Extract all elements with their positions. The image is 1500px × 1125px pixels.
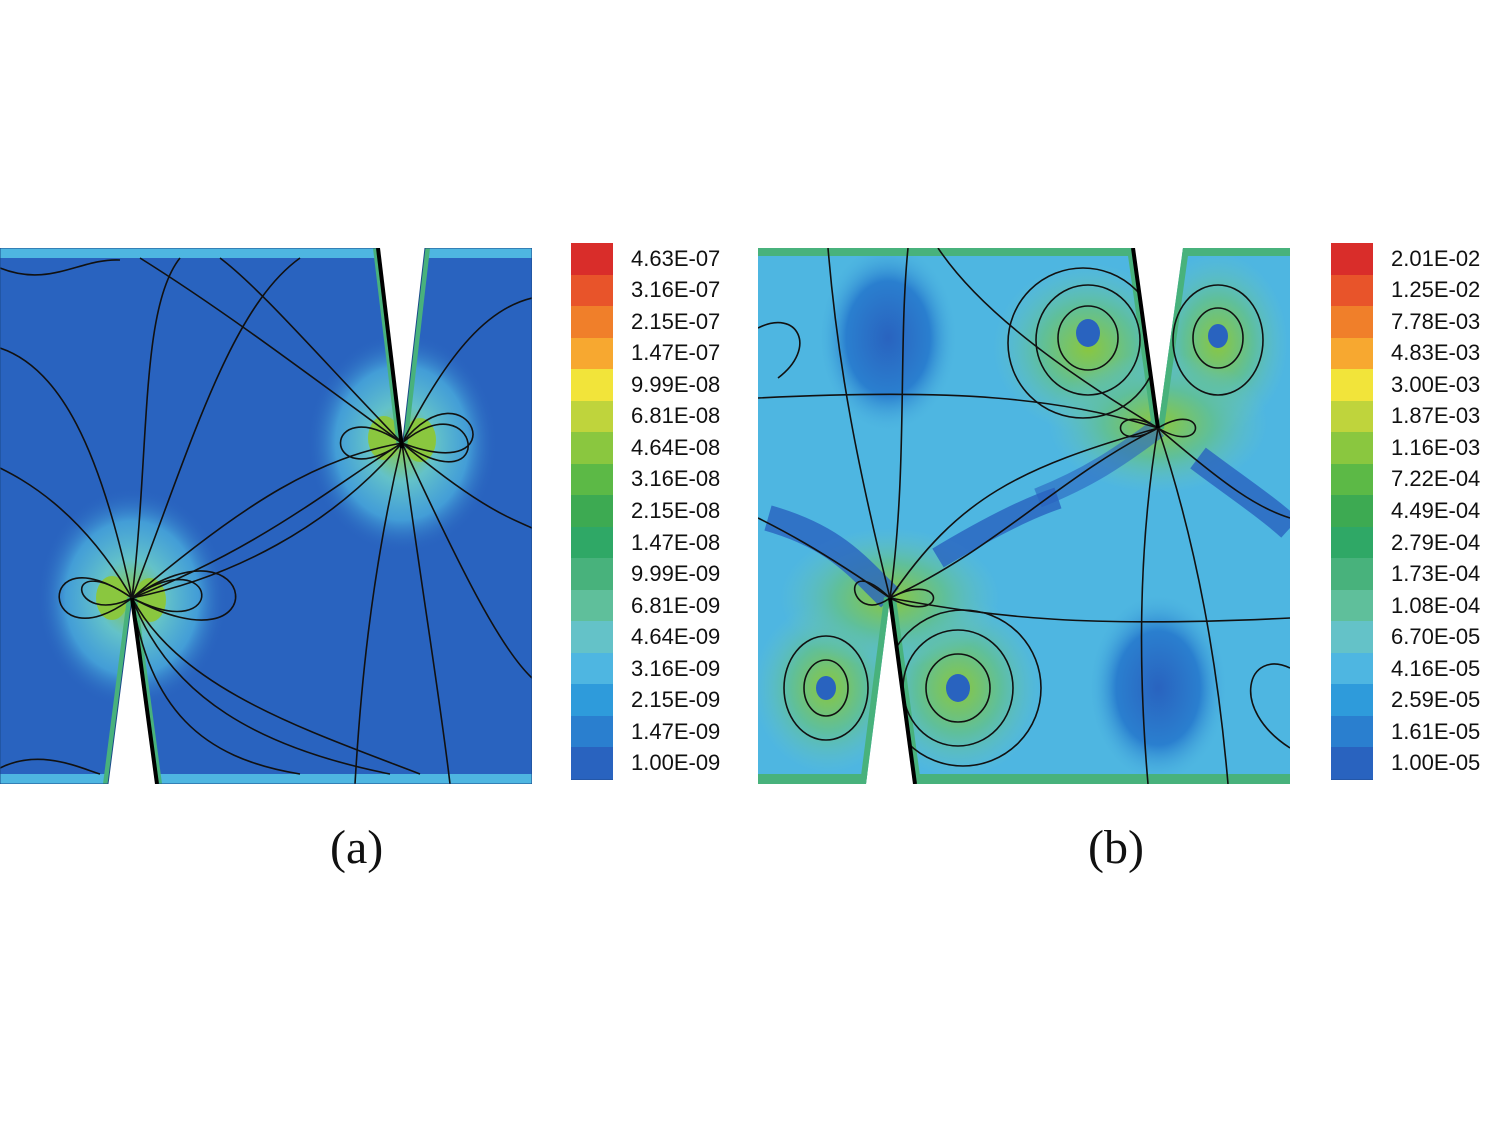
colorbar-tick-label: 6.81E-08 <box>631 403 721 429</box>
colorbar-tick-label: 1.00E-05 <box>1391 750 1481 776</box>
colorbar-a: 4.63E-07 3.16E-07 2.15E-07 1.47E-07 9.99E-08… <box>571 243 751 780</box>
colorbar-tick-label: 1.73E-04 <box>1391 561 1481 587</box>
colorbar-tick-label: 2.15E-08 <box>631 498 721 523</box>
colorbar-swatch <box>571 337 613 371</box>
colorbar-tick-label: 7.78E-03 <box>1391 308 1481 334</box>
colorbar-tick-label: 2.15E-09 <box>631 687 721 713</box>
colorbar-swatch <box>571 243 613 276</box>
colorbar-swatch <box>1331 369 1373 402</box>
colorbar-swatch <box>571 526 613 560</box>
colorbar-tick-label: 4.49E-04 <box>1391 498 1481 523</box>
colorbar-swatch <box>1331 558 1373 591</box>
colorbar-swatch <box>571 274 613 308</box>
colorbar-tick-label: 4.83E-03 <box>1391 340 1481 366</box>
colorbar-tick-label: 3.16E-08 <box>631 466 721 492</box>
colorbar-swatch <box>571 306 613 339</box>
colorbar-swatch <box>1331 463 1373 497</box>
colorbar-swatch <box>571 652 613 686</box>
colorbar-swatch <box>571 432 613 465</box>
colorbar-swatch <box>571 715 613 749</box>
contour-plot-b-svg <box>758 248 1290 784</box>
colorbar-swatch <box>571 400 613 434</box>
colorbar-swatch <box>1331 589 1373 623</box>
colorbar-swatch <box>1331 432 1373 465</box>
colorbar-tick-label: 2.79E-04 <box>1391 529 1481 555</box>
colorbar-tick-label: 6.70E-05 <box>1391 624 1481 650</box>
colorbar-swatch <box>1331 684 1373 717</box>
colorbar-swatch <box>1331 243 1373 276</box>
colorbar-tick-label: 1.08E-04 <box>1391 592 1481 618</box>
colorbar-tick-label: 1.47E-07 <box>631 340 721 366</box>
colorbar-swatch <box>1331 306 1373 339</box>
colorbar-tick-label: 2.01E-02 <box>1391 245 1481 271</box>
colorbar-tick-label: 1.47E-09 <box>631 718 721 744</box>
colorbar-swatch <box>1331 652 1373 686</box>
colorbar-swatch <box>571 463 613 497</box>
colorbar-swatch <box>1331 715 1373 749</box>
contour-plot-b <box>758 248 1290 784</box>
colorbar-tick-label: 4.63E-07 <box>631 245 721 271</box>
colorbar-swatch <box>571 495 613 528</box>
colorbar-swatch <box>571 621 613 654</box>
colorbar-tick-label: 1.61E-05 <box>1391 718 1481 744</box>
colorbar-b-swatches <box>1331 243 1373 780</box>
colorbar-swatch <box>1331 621 1373 654</box>
panel-label-b: (b) <box>1088 821 1144 874</box>
colorbar-tick-label: 2.15E-07 <box>631 308 721 334</box>
colorbar-tick-label: 3.00E-03 <box>1391 371 1481 397</box>
contour-plot-a-svg <box>0 248 532 784</box>
colorbar-tick-label: 4.64E-08 <box>631 434 721 460</box>
colorbar-tick-label: 3.16E-09 <box>631 655 721 681</box>
colorbar-tick-label: 6.81E-09 <box>631 592 721 618</box>
colorbar-tick-label: 4.16E-05 <box>1391 655 1481 681</box>
colorbar-tick-label: 7.22E-04 <box>1391 466 1481 492</box>
colorbar-swatch <box>571 589 613 623</box>
colorbar-swatch <box>1331 400 1373 434</box>
panel-label-a: (a) <box>330 821 384 874</box>
colorbar-swatch <box>571 684 613 717</box>
colorbar-swatch <box>1331 495 1373 528</box>
colorbar-tick-label: 4.64E-09 <box>631 624 721 650</box>
colorbar-a-swatches <box>571 243 613 780</box>
colorbar-swatch <box>1331 274 1373 308</box>
colorbar-tick-label: 1.87E-03 <box>1391 403 1481 429</box>
colorbar-swatch <box>1331 747 1373 780</box>
streamlines-a <box>0 257 532 784</box>
colorbar-b-ticks: 2.01E-02 1.25E-02 7.78E-03 4.83E-03 3.00E-03… <box>1377 243 1500 779</box>
colorbar-tick-label: 9.99E-09 <box>631 561 721 587</box>
colorbar-tick-label: 1.16E-03 <box>1391 434 1481 460</box>
colorbar-tick-label: 2.59E-05 <box>1391 687 1481 713</box>
colorbar-tick-label: 1.47E-08 <box>631 529 721 555</box>
colorbar-swatch <box>1331 337 1373 371</box>
colorbar-tick-label: 9.99E-08 <box>631 371 721 397</box>
contour-plot-a <box>0 248 532 784</box>
colorbar-tick-label: 1.00E-09 <box>631 750 721 776</box>
colorbar-b: 2.01E-02 1.25E-02 7.78E-03 4.83E-03 3.00E-03… <box>1331 243 1500 780</box>
colorbar-swatch <box>1331 526 1373 560</box>
colorbar-swatch <box>571 747 613 780</box>
colorbar-swatch <box>571 369 613 402</box>
colorbar-tick-label: 1.25E-02 <box>1391 277 1481 303</box>
colorbar-tick-label: 3.16E-07 <box>631 277 721 303</box>
colorbar-a-ticks: 4.63E-07 3.16E-07 2.15E-07 1.47E-07 9.99E-08… <box>617 243 747 779</box>
colorbar-swatch <box>571 558 613 591</box>
